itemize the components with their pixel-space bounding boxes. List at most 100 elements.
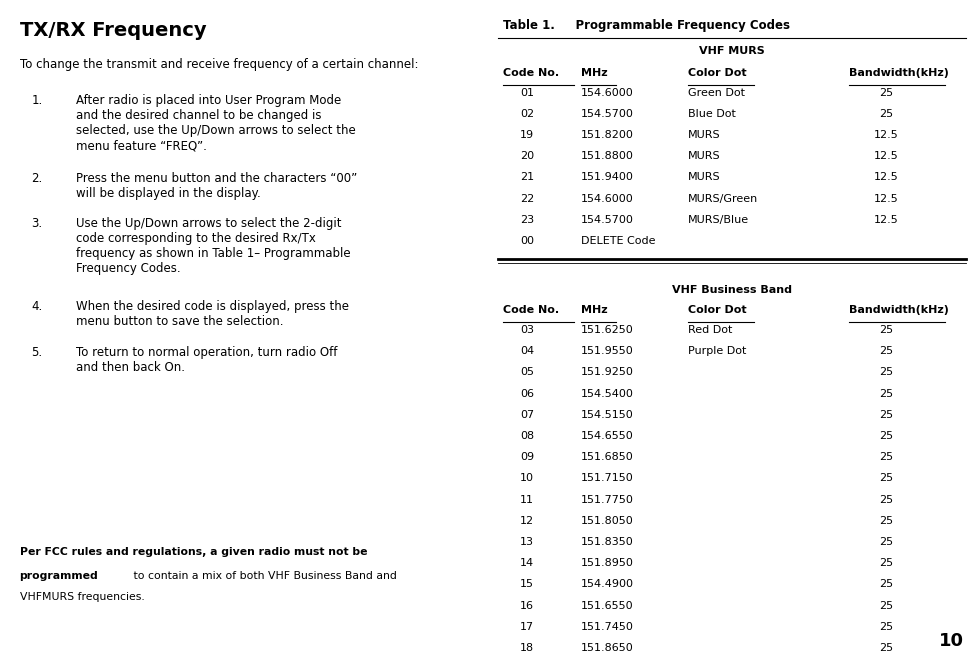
Text: Green Dot: Green Dot xyxy=(688,88,745,97)
Text: 151.6550: 151.6550 xyxy=(581,601,633,611)
Text: 25: 25 xyxy=(879,601,893,611)
Text: 20: 20 xyxy=(520,151,534,161)
Text: 151.9250: 151.9250 xyxy=(581,367,633,377)
Text: 03: 03 xyxy=(520,325,534,335)
Text: 01: 01 xyxy=(520,88,534,97)
Text: Bandwidth(kHz): Bandwidth(kHz) xyxy=(849,305,949,315)
Text: TX/RX Frequency: TX/RX Frequency xyxy=(20,21,206,40)
Text: 25: 25 xyxy=(879,558,893,568)
Text: 25: 25 xyxy=(879,346,893,356)
Text: MURS/Green: MURS/Green xyxy=(688,194,758,204)
Text: To return to normal operation, turn radio Off
and then back On.: To return to normal operation, turn radi… xyxy=(76,346,338,374)
Text: 06: 06 xyxy=(520,389,534,398)
Text: 16: 16 xyxy=(520,601,534,611)
Text: 3.: 3. xyxy=(31,217,42,231)
Text: MURS: MURS xyxy=(688,151,720,161)
Text: 154.6000: 154.6000 xyxy=(581,194,633,204)
Text: Code No.: Code No. xyxy=(503,68,559,78)
Text: 151.8050: 151.8050 xyxy=(581,516,633,526)
Text: VHF MURS: VHF MURS xyxy=(699,46,765,56)
Text: Use the Up/Down arrows to select the 2-digit
code corresponding to the desired R: Use the Up/Down arrows to select the 2-d… xyxy=(76,217,350,275)
Text: 151.9550: 151.9550 xyxy=(581,346,633,356)
Text: 25: 25 xyxy=(879,473,893,483)
Text: Red Dot: Red Dot xyxy=(688,325,732,335)
Text: VHFMURS frequencies.: VHFMURS frequencies. xyxy=(20,592,144,602)
Text: MHz: MHz xyxy=(581,305,607,315)
Text: 18: 18 xyxy=(520,643,534,653)
Text: 154.5700: 154.5700 xyxy=(581,215,633,225)
Text: MURS/Blue: MURS/Blue xyxy=(688,215,750,225)
Text: Bandwidth(kHz): Bandwidth(kHz) xyxy=(849,68,949,78)
Text: 151.8350: 151.8350 xyxy=(581,537,633,547)
Text: 25: 25 xyxy=(879,495,893,505)
Text: 12.5: 12.5 xyxy=(874,194,899,204)
Text: Color Dot: Color Dot xyxy=(688,305,747,315)
Text: 10: 10 xyxy=(939,632,964,650)
Text: 151.9400: 151.9400 xyxy=(581,172,633,182)
Text: 151.6250: 151.6250 xyxy=(581,325,633,335)
Text: To change the transmit and receive frequency of a certain channel:: To change the transmit and receive frequ… xyxy=(20,58,418,72)
Text: 154.4900: 154.4900 xyxy=(581,579,633,589)
Text: 13: 13 xyxy=(520,537,534,547)
Text: 151.8650: 151.8650 xyxy=(581,643,633,653)
Text: 25: 25 xyxy=(879,410,893,420)
Text: DELETE Code: DELETE Code xyxy=(581,236,655,246)
Text: Press the menu button and the characters “00”
will be displayed in the display.: Press the menu button and the characters… xyxy=(76,172,357,200)
Text: 17: 17 xyxy=(520,622,534,632)
Text: 151.8800: 151.8800 xyxy=(581,151,633,161)
Text: 5.: 5. xyxy=(31,346,42,359)
Text: Per FCC rules and regulations, a given radio must not be: Per FCC rules and regulations, a given r… xyxy=(20,547,367,557)
Text: 14: 14 xyxy=(520,558,534,568)
Text: 25: 25 xyxy=(879,452,893,462)
Text: 09: 09 xyxy=(520,452,534,462)
Text: 25: 25 xyxy=(879,109,893,119)
Text: Color Dot: Color Dot xyxy=(688,68,747,78)
Text: 25: 25 xyxy=(879,516,893,526)
Text: 1.: 1. xyxy=(31,94,43,107)
Text: to contain a mix of both VHF Business Band and: to contain a mix of both VHF Business Ba… xyxy=(130,571,396,581)
Text: MURS: MURS xyxy=(688,130,720,140)
Text: 154.5150: 154.5150 xyxy=(581,410,633,420)
Text: 21: 21 xyxy=(520,172,534,182)
Text: 25: 25 xyxy=(879,88,893,97)
Text: 151.6850: 151.6850 xyxy=(581,452,633,462)
Text: 07: 07 xyxy=(520,410,534,420)
Text: 08: 08 xyxy=(520,431,534,441)
Text: 25: 25 xyxy=(879,367,893,377)
Text: Table 1.     Programmable Frequency Codes: Table 1. Programmable Frequency Codes xyxy=(503,19,790,32)
Text: 12.5: 12.5 xyxy=(874,215,899,225)
Text: 02: 02 xyxy=(520,109,534,119)
Text: 4.: 4. xyxy=(31,300,43,313)
Text: 154.6000: 154.6000 xyxy=(581,88,633,97)
Text: 12: 12 xyxy=(520,516,534,526)
Text: 15: 15 xyxy=(520,579,534,589)
Text: When the desired code is displayed, press the
menu button to save the selection.: When the desired code is displayed, pres… xyxy=(76,300,349,328)
Text: 12.5: 12.5 xyxy=(874,172,899,182)
Text: 154.6550: 154.6550 xyxy=(581,431,633,441)
Text: After radio is placed into User Program Mode
and the desired channel to be chang: After radio is placed into User Program … xyxy=(76,94,356,152)
Text: 151.7450: 151.7450 xyxy=(581,622,633,632)
Text: programmed: programmed xyxy=(20,571,99,581)
Text: 151.8200: 151.8200 xyxy=(581,130,633,140)
Text: 151.7750: 151.7750 xyxy=(581,495,633,505)
Text: 25: 25 xyxy=(879,622,893,632)
Text: MURS: MURS xyxy=(688,172,720,182)
Text: Purple Dot: Purple Dot xyxy=(688,346,747,356)
Text: MHz: MHz xyxy=(581,68,607,78)
Text: 2.: 2. xyxy=(31,172,43,186)
Text: 11: 11 xyxy=(520,495,534,505)
Text: 154.5700: 154.5700 xyxy=(581,109,633,119)
Text: 05: 05 xyxy=(520,367,534,377)
Text: 151.7150: 151.7150 xyxy=(581,473,633,483)
Text: 12.5: 12.5 xyxy=(874,130,899,140)
Text: 25: 25 xyxy=(879,325,893,335)
Text: 00: 00 xyxy=(520,236,534,246)
Text: 23: 23 xyxy=(520,215,534,225)
Text: 25: 25 xyxy=(879,389,893,398)
Text: 10: 10 xyxy=(520,473,534,483)
Text: VHF Business Band: VHF Business Band xyxy=(672,285,792,295)
Text: 25: 25 xyxy=(879,579,893,589)
Text: Code No.: Code No. xyxy=(503,305,559,315)
Text: 25: 25 xyxy=(879,431,893,441)
Text: 25: 25 xyxy=(879,537,893,547)
